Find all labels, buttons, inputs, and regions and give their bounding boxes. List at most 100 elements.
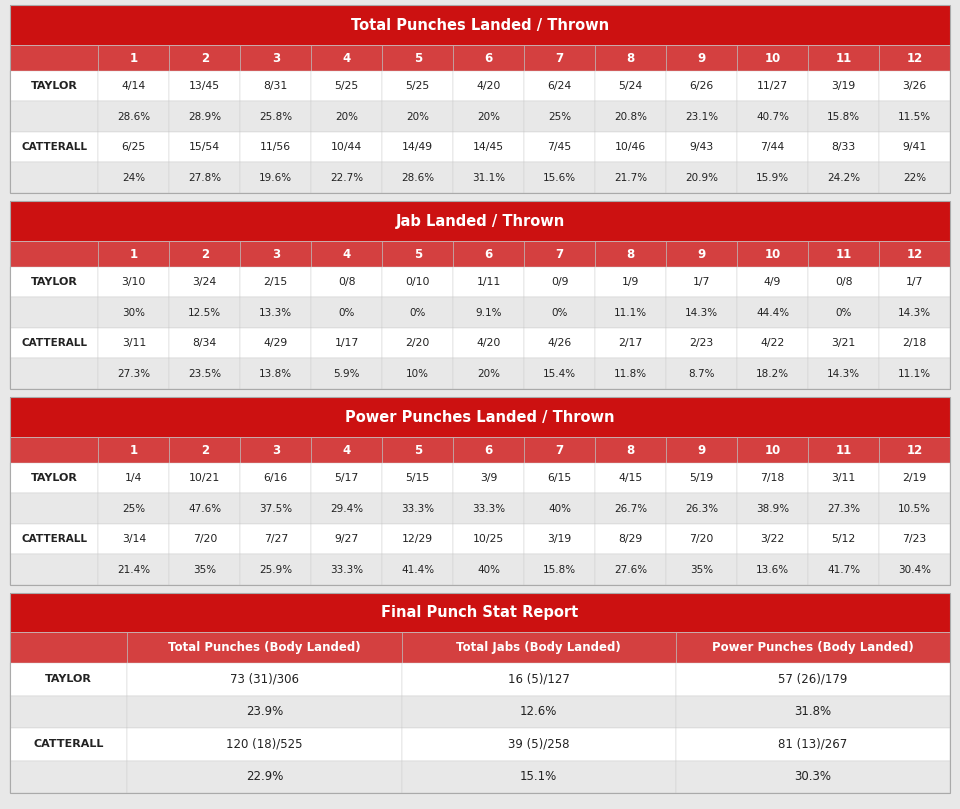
- Text: 3/11: 3/11: [831, 473, 855, 483]
- Bar: [453, 101, 524, 132]
- Bar: [666, 71, 737, 101]
- Bar: [879, 132, 950, 163]
- Bar: [401, 663, 676, 696]
- Bar: [453, 524, 524, 554]
- Bar: [879, 554, 950, 585]
- Bar: [595, 463, 666, 493]
- Bar: [595, 71, 666, 101]
- Bar: [10, 463, 98, 493]
- Text: 81 (13)/267: 81 (13)/267: [779, 738, 848, 751]
- Text: 1/9: 1/9: [622, 277, 639, 287]
- Bar: [676, 760, 950, 793]
- Text: 7/20: 7/20: [193, 534, 217, 544]
- Bar: [98, 554, 169, 585]
- Text: 6/15: 6/15: [547, 473, 572, 483]
- Text: 3/24: 3/24: [193, 277, 217, 287]
- Bar: [524, 71, 595, 101]
- Text: 27.3%: 27.3%: [117, 369, 151, 379]
- Bar: [808, 163, 879, 193]
- Text: 5: 5: [414, 443, 421, 456]
- Bar: [453, 45, 524, 71]
- Text: 15.6%: 15.6%: [543, 173, 576, 183]
- Text: 3/14: 3/14: [122, 534, 146, 544]
- Text: 24%: 24%: [122, 173, 145, 183]
- Bar: [98, 438, 169, 463]
- Text: 26.7%: 26.7%: [614, 504, 647, 514]
- Text: 6: 6: [485, 248, 492, 260]
- Text: 7/27: 7/27: [264, 534, 288, 544]
- Bar: [10, 328, 98, 358]
- Text: 27.3%: 27.3%: [827, 504, 860, 514]
- Bar: [666, 298, 737, 328]
- Text: 10/25: 10/25: [473, 534, 504, 544]
- Text: 1/11: 1/11: [476, 277, 501, 287]
- Bar: [240, 463, 311, 493]
- Text: 10/46: 10/46: [615, 142, 646, 152]
- Bar: [98, 71, 169, 101]
- Bar: [10, 397, 950, 438]
- Bar: [808, 493, 879, 524]
- Text: 6/24: 6/24: [547, 81, 572, 91]
- Bar: [595, 493, 666, 524]
- Text: 35%: 35%: [193, 565, 216, 574]
- Text: 2: 2: [201, 52, 209, 65]
- Bar: [169, 358, 240, 389]
- Bar: [879, 358, 950, 389]
- Bar: [169, 298, 240, 328]
- Bar: [879, 463, 950, 493]
- Text: 18.2%: 18.2%: [756, 369, 789, 379]
- Bar: [169, 463, 240, 493]
- Bar: [311, 298, 382, 328]
- Text: 10/21: 10/21: [189, 473, 221, 483]
- Text: 15/54: 15/54: [189, 142, 221, 152]
- Bar: [666, 328, 737, 358]
- Bar: [382, 463, 453, 493]
- Text: CATTERALL: CATTERALL: [21, 142, 87, 152]
- Bar: [401, 760, 676, 793]
- Text: Power Punches Landed / Thrown: Power Punches Landed / Thrown: [346, 409, 614, 425]
- Text: 47.6%: 47.6%: [188, 504, 222, 514]
- Text: 12: 12: [906, 52, 923, 65]
- Bar: [808, 438, 879, 463]
- Bar: [311, 463, 382, 493]
- Bar: [737, 132, 808, 163]
- Text: Total Punches Landed / Thrown: Total Punches Landed / Thrown: [351, 18, 609, 32]
- Text: CATTERALL: CATTERALL: [21, 338, 87, 348]
- Bar: [737, 241, 808, 267]
- Bar: [879, 298, 950, 328]
- Text: 12: 12: [906, 443, 923, 456]
- Text: 5/12: 5/12: [831, 534, 855, 544]
- Text: 3: 3: [272, 443, 280, 456]
- Text: 38.9%: 38.9%: [756, 504, 789, 514]
- Text: 0%: 0%: [339, 307, 355, 318]
- Bar: [666, 493, 737, 524]
- Bar: [382, 328, 453, 358]
- Bar: [10, 71, 98, 101]
- Text: 9/41: 9/41: [902, 142, 926, 152]
- Bar: [382, 101, 453, 132]
- Bar: [808, 554, 879, 585]
- Text: CATTERALL: CATTERALL: [34, 739, 104, 749]
- Bar: [595, 267, 666, 298]
- Text: Power Punches (Body Landed): Power Punches (Body Landed): [712, 641, 914, 654]
- Bar: [98, 132, 169, 163]
- Text: 23.5%: 23.5%: [188, 369, 222, 379]
- Text: 33.3%: 33.3%: [330, 565, 363, 574]
- Bar: [595, 163, 666, 193]
- Bar: [879, 267, 950, 298]
- Bar: [524, 328, 595, 358]
- Bar: [676, 663, 950, 696]
- Bar: [382, 554, 453, 585]
- Bar: [401, 696, 676, 728]
- Bar: [98, 101, 169, 132]
- Bar: [98, 298, 169, 328]
- Text: 20%: 20%: [477, 112, 500, 121]
- Bar: [666, 438, 737, 463]
- Text: Total Jabs (Body Landed): Total Jabs (Body Landed): [456, 641, 621, 654]
- Text: 8/31: 8/31: [264, 81, 288, 91]
- Text: 11: 11: [835, 248, 852, 260]
- Bar: [240, 328, 311, 358]
- Text: 19.6%: 19.6%: [259, 173, 293, 183]
- Text: 25%: 25%: [122, 504, 145, 514]
- Bar: [169, 267, 240, 298]
